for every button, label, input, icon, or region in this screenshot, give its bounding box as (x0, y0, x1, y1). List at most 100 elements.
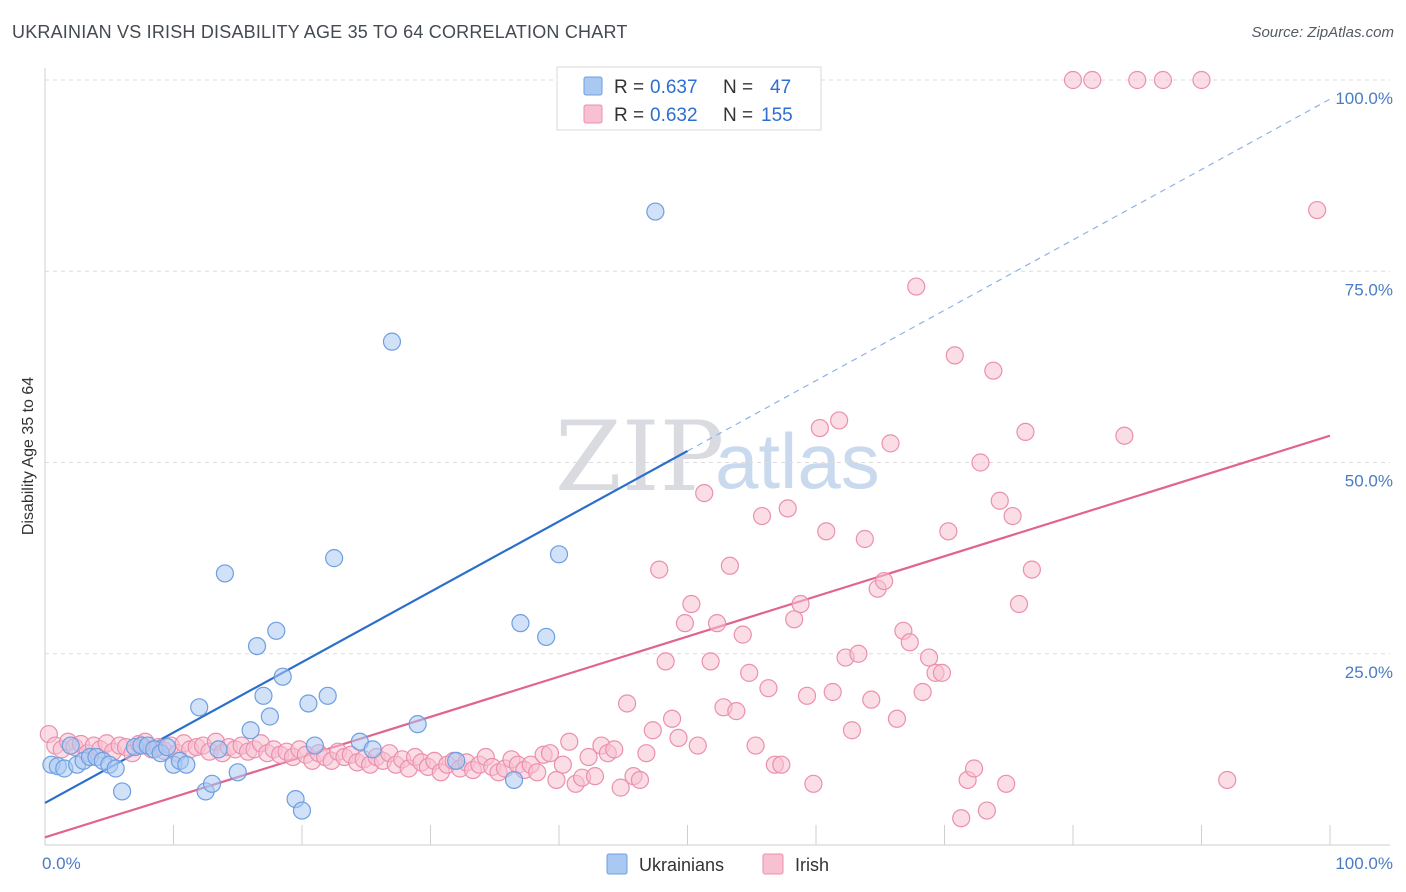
irish-point (682, 594, 701, 614)
ukrainian-point (382, 332, 402, 351)
irish-point (720, 556, 740, 575)
irish-point (849, 644, 868, 663)
irish-point (605, 740, 624, 759)
irish-point (772, 755, 791, 774)
irish-point (695, 484, 714, 503)
irish-point (662, 709, 682, 728)
irish-point (1153, 70, 1173, 90)
x-tick-label-max: 100.0% (1335, 854, 1393, 873)
irish-point (913, 682, 932, 702)
irish-point (560, 732, 579, 751)
x-tick-label-min: 0.0% (42, 854, 81, 873)
irish-point (1063, 70, 1083, 90)
irish-point (656, 652, 675, 671)
irish-point (977, 801, 997, 820)
ukrainian-point (247, 636, 267, 656)
irish-point (547, 770, 566, 790)
ukrainian-point (292, 801, 312, 820)
irish-point (971, 453, 990, 472)
irish-point (939, 522, 958, 541)
irish-point (990, 491, 1009, 510)
ukrainian-point (190, 698, 209, 717)
irish-point (1308, 200, 1327, 220)
irish-point (919, 648, 939, 667)
legend-n-value-irish: 155 (761, 105, 793, 126)
chart-title: UKRAINIAN VS IRISH DISABILITY AGE 35 TO … (12, 22, 628, 42)
irish-point (688, 736, 707, 755)
legend-n-label-ukrainians: N = (723, 77, 753, 98)
irish-point (964, 759, 984, 778)
legend-r-label-ukrainians: R = (614, 77, 644, 98)
irish-point (1218, 770, 1237, 790)
irish-point (675, 614, 695, 633)
ukrainian-point (408, 715, 427, 734)
irish-point (823, 682, 842, 702)
irish-point (785, 610, 804, 629)
legend-r-label-irish: R = (614, 105, 644, 126)
irish-point (842, 721, 862, 740)
source-label: Source: ZipAtlas.com (1251, 24, 1394, 41)
irish-point (1192, 70, 1211, 90)
ukrainian-point (511, 614, 530, 633)
irish-point (637, 744, 656, 763)
irish-point (1083, 70, 1102, 90)
legend-r-value-irish: 0.632 (650, 105, 698, 126)
y-tick-label: 100.0% (1335, 89, 1393, 108)
irish-point (752, 506, 772, 526)
irish-point (907, 277, 926, 296)
bottom-legend-swatch-ukrainians (606, 853, 628, 875)
irish-point (650, 560, 669, 579)
irish-point (932, 663, 952, 682)
irish-point (669, 728, 688, 748)
irish-point (1128, 70, 1147, 90)
irish-point (804, 774, 823, 793)
irish-point (1003, 506, 1022, 526)
irish-trend-line (44, 434, 1331, 839)
ukrainian-points (42, 202, 665, 820)
irish-point (945, 346, 964, 365)
irish-point (862, 690, 881, 709)
ukrainian-point (299, 694, 318, 713)
irish-point (887, 709, 907, 728)
ukrainian-point (106, 759, 125, 778)
ukrainian-point (363, 740, 382, 759)
irish-point (875, 571, 894, 591)
irish-point (797, 686, 817, 705)
legend-r-value-ukrainians: 0.637 (650, 77, 698, 98)
gridlines: 25.0% 50.0% 75.0% 100.0% (45, 79, 1393, 682)
ukrainian-point (549, 545, 569, 564)
bottom-legend-label-ukrainians: Ukrainians (639, 855, 724, 875)
irish-point (528, 763, 547, 782)
axes (44, 68, 1390, 846)
irish-point (1016, 422, 1035, 441)
ukrainian-point (177, 755, 196, 774)
irish-point (778, 499, 797, 518)
irish-point (579, 747, 598, 767)
irish-point (727, 702, 746, 721)
ukrainian-point (241, 721, 260, 740)
ukrainian-point (254, 686, 273, 705)
ukrainian-point (215, 564, 234, 583)
ukrainian-point (202, 774, 222, 793)
ukrainian-point (260, 707, 279, 726)
legend-n-value-ukrainians: 47 (770, 77, 791, 98)
ukrainian-point (273, 667, 292, 686)
ukrainian-point (228, 763, 247, 782)
ukrainian-point (305, 736, 324, 755)
y-axis-title: Disability Age 35 to 64 (20, 377, 37, 535)
legend-swatch-ukrainians (583, 76, 603, 96)
ukrainian-point (157, 737, 177, 757)
y-tick-label: 25.0% (1345, 663, 1393, 682)
irish-point (817, 522, 836, 541)
irish-point (707, 614, 727, 633)
irish-point (881, 434, 900, 453)
irish-point (540, 744, 560, 763)
irish-point (997, 774, 1016, 793)
irish-point (740, 663, 759, 682)
irish-point (733, 625, 752, 644)
irish-point (952, 809, 971, 828)
irish-point (618, 694, 637, 713)
irish-point (855, 529, 874, 549)
irish-point (1009, 594, 1029, 614)
irish-point (585, 767, 605, 786)
